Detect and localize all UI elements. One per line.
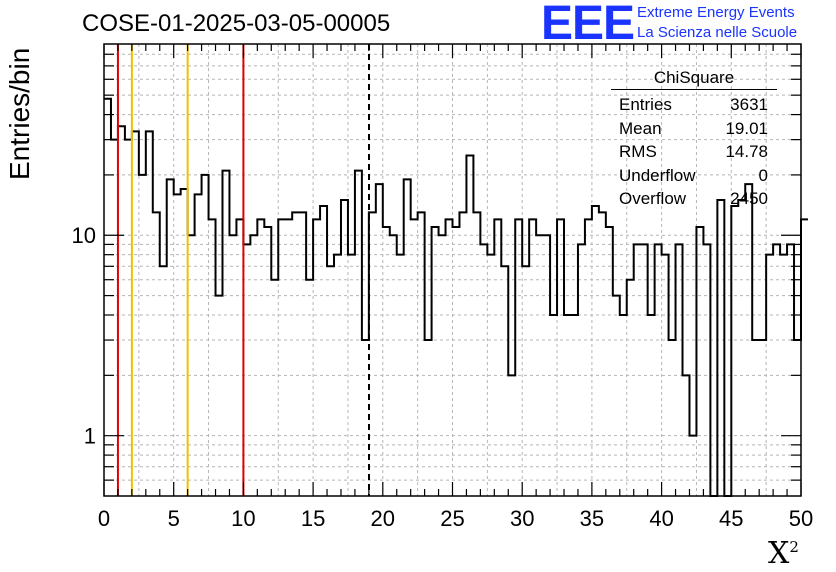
stats-label: Entries	[619, 95, 672, 114]
x-tick-label: 30	[510, 506, 534, 531]
stats-label: Overflow	[619, 189, 687, 208]
stats-label: Underflow	[619, 165, 696, 185]
chart-title: COSE-01-2025-03-05-00005	[82, 10, 391, 37]
stats-value: 14.78	[725, 142, 768, 161]
x-axis-label: X2	[768, 536, 799, 571]
x-tick-label: 45	[719, 506, 743, 531]
stats-row-overflow: Overflow 2450	[611, 187, 777, 211]
eee-logo: EEE	[541, 0, 635, 50]
histogram-outline	[104, 97, 808, 497]
stats-label: Mean	[619, 118, 662, 138]
x-tick-label: 40	[649, 506, 673, 531]
stats-value: 19.01	[725, 118, 768, 138]
stats-value: 0	[758, 165, 768, 185]
x-tick-label: 50	[789, 506, 813, 531]
x-axis-label-main: X	[768, 536, 790, 571]
y-tick-label: 10	[72, 223, 96, 248]
y-axis-label: Entries/bin	[4, 47, 35, 180]
stats-row-mean: Mean 19.01	[611, 117, 777, 141]
stats-title: ChiSquare	[611, 68, 777, 90]
x-tick-label: 25	[440, 506, 464, 531]
stats-value: 3631	[730, 95, 768, 114]
stats-box: ChiSquare Entries 3631 Mean 19.01 RMS 14.78…	[611, 68, 777, 211]
eee-logo-line1: Extreme Energy Events	[637, 4, 795, 21]
x-tick-label: 5	[168, 506, 180, 531]
stats-row-underflow: Underflow 0	[611, 164, 777, 188]
x-tick-label: 20	[371, 506, 395, 531]
eee-logo-text: Extreme Energy Events La Scienza nelle S…	[637, 3, 797, 43]
stats-value: 2450	[730, 189, 768, 208]
stats-label: RMS	[619, 142, 657, 161]
x-tick-label: 35	[580, 506, 604, 531]
x-tick-label: 15	[301, 506, 325, 531]
y-tick-label: 1	[84, 424, 96, 449]
x-tick-label: 0	[98, 506, 110, 531]
stats-row-entries: Entries 3631	[611, 93, 777, 117]
x-axis-label-superscript: 2	[789, 538, 799, 556]
x-tick-label: 10	[231, 506, 255, 531]
stats-row-rms: RMS 14.78	[611, 140, 777, 164]
eee-logo-line2: La Scienza nelle Scuole	[637, 24, 798, 41]
